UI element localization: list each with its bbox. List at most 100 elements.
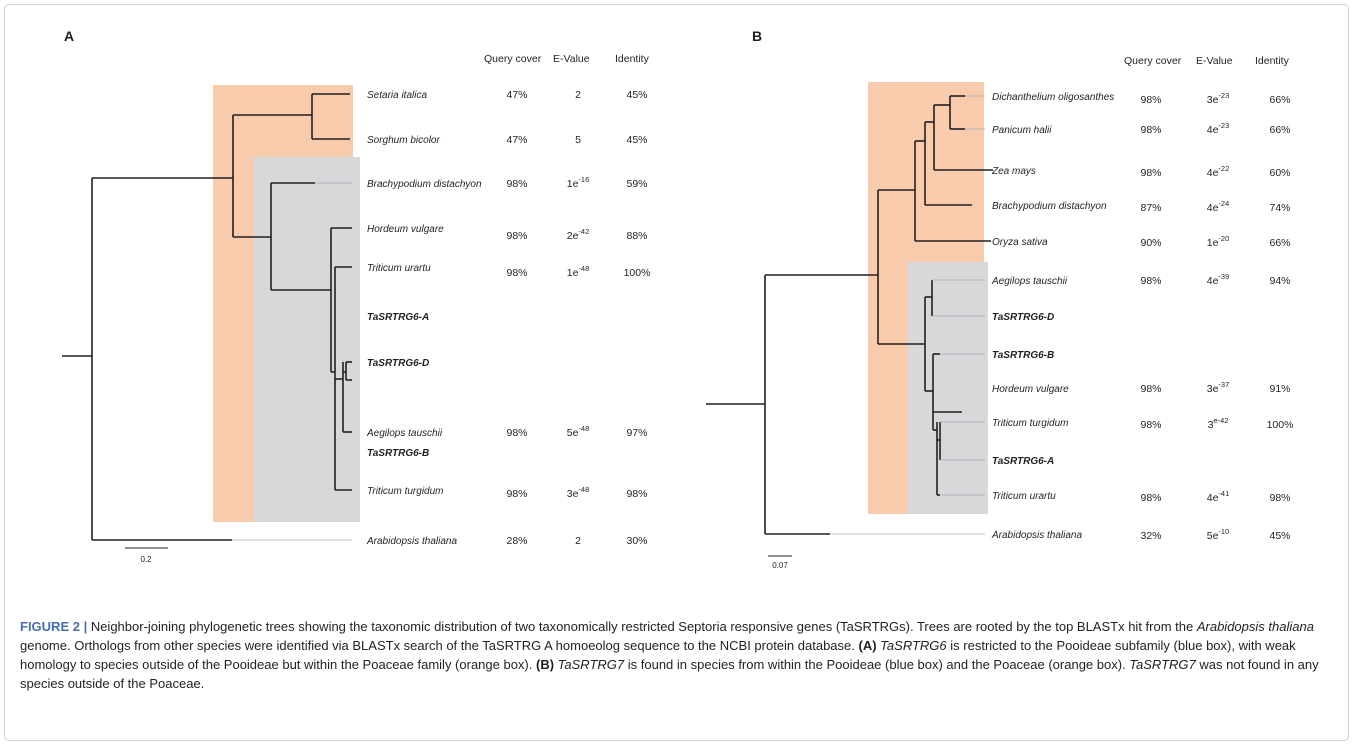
taxon-label: Triticum urartu bbox=[367, 263, 431, 274]
taxa-labels-b: Dichanthelium oligosanthes 98% 3e-23 66% Pan… bbox=[991, 91, 1293, 542]
caption-text-1: Neighbor-joining phylogenetic trees show… bbox=[87, 619, 1197, 634]
caption-species: Arabidopsis thaliana bbox=[1196, 619, 1314, 634]
taxon-label: TaSRTRG6-A bbox=[367, 312, 429, 323]
caption-gene-a: TaSRTRG6 bbox=[880, 638, 947, 653]
taxon-label: Hordeum vulgare bbox=[367, 224, 444, 235]
query-cover-value: 98% bbox=[1140, 275, 1161, 287]
evalue-value: 1e-48 bbox=[567, 264, 590, 279]
taxon-label: TaSRTRG6-D bbox=[367, 358, 429, 369]
query-cover-value: 98% bbox=[506, 427, 527, 439]
figure-caption: FIGURE 2 | Neighbor-joining phylogenetic… bbox=[20, 617, 1340, 693]
identity-value: 100% bbox=[624, 267, 651, 279]
query-cover-value: 98% bbox=[506, 178, 527, 190]
query-cover-value: 98% bbox=[1140, 94, 1161, 106]
identity-value: 60% bbox=[1269, 167, 1290, 179]
identity-value: 94% bbox=[1269, 275, 1290, 287]
identity-value: 66% bbox=[1269, 237, 1290, 249]
taxon-label: Triticum turgidum bbox=[992, 418, 1069, 429]
header-evalue-b: E-Value bbox=[1196, 55, 1233, 67]
caption-text-2: genome. Orthologs from other species wer… bbox=[20, 638, 859, 653]
evalue-value: 4e-22 bbox=[1207, 164, 1230, 179]
identity-value: 45% bbox=[626, 89, 647, 101]
identity-value: 30% bbox=[626, 535, 647, 547]
panel-a: 0.2 A Query cover E-Value Identity Setar… bbox=[62, 28, 650, 564]
taxon-label: Panicum halii bbox=[992, 125, 1052, 136]
query-cover-value: 98% bbox=[1140, 124, 1161, 136]
caption-text-c: was not found in any species outside of … bbox=[20, 657, 1319, 691]
taxon-label: Triticum turgidum bbox=[367, 486, 444, 497]
caption-label: FIGURE 2 | bbox=[20, 619, 88, 634]
evalue-value: 4e-39 bbox=[1207, 272, 1230, 287]
identity-value: 45% bbox=[626, 134, 647, 146]
query-cover-value: 87% bbox=[1140, 202, 1161, 214]
evalue-value: 3e-37 bbox=[1207, 380, 1230, 395]
taxon-label: TaSRTRG6-A bbox=[992, 456, 1054, 467]
identity-value: 97% bbox=[626, 427, 647, 439]
query-cover-value: 98% bbox=[1140, 167, 1161, 179]
evalue-value: 3e-23 bbox=[1207, 91, 1230, 106]
taxon-label: TaSRTRG6-B bbox=[992, 350, 1054, 361]
taxon-label: TaSRTRG6-D bbox=[992, 312, 1054, 323]
evalue-value: 2 bbox=[575, 535, 581, 547]
evalue-value: 1e-20 bbox=[1207, 234, 1230, 249]
caption-text-a: is restricted to the Pooideae subfamily … bbox=[20, 638, 1296, 672]
evalue-value: 4e-24 bbox=[1207, 199, 1230, 214]
scale-label-a: 0.2 bbox=[140, 555, 152, 564]
query-cover-value: 90% bbox=[1140, 237, 1161, 249]
taxon-label: Brachypodium distachyon bbox=[992, 201, 1107, 212]
panel-label-b: B bbox=[752, 28, 762, 44]
identity-value: 74% bbox=[1269, 202, 1290, 214]
taxon-label: Setaria italica bbox=[367, 90, 427, 101]
query-cover-value: 98% bbox=[1140, 492, 1161, 504]
caption-gene-c: TaSRTRG7 bbox=[1129, 657, 1196, 672]
evalue-value: 2e-42 bbox=[567, 227, 590, 242]
query-cover-value: 98% bbox=[506, 267, 527, 279]
query-cover-value: 47% bbox=[506, 134, 527, 146]
header-evalue-a: E-Value bbox=[553, 53, 590, 65]
scale-label-b: 0.07 bbox=[772, 561, 788, 570]
scale-bar-a: 0.2 bbox=[125, 547, 168, 564]
evalue-value: 4e-23 bbox=[1207, 121, 1230, 136]
identity-value: 98% bbox=[626, 488, 647, 500]
phylogeny-figure: 0.2 A Query cover E-Value Identity Setar… bbox=[62, 28, 1293, 570]
evalue-value: 2 bbox=[575, 89, 581, 101]
tree-thin-branches-b bbox=[830, 95, 985, 535]
caption-panel-b-label: (B) bbox=[535, 657, 555, 672]
query-cover-value: 98% bbox=[506, 230, 527, 242]
pooideae-box-b bbox=[908, 262, 988, 514]
query-cover-value: 47% bbox=[506, 89, 527, 101]
caption-panel-a-label: (A) bbox=[858, 638, 877, 653]
taxon-label: TaSRTRG6-B bbox=[367, 448, 429, 459]
header-query-cover-a: Query cover bbox=[484, 53, 542, 65]
identity-value: 59% bbox=[626, 178, 647, 190]
tree-thin-branches-a bbox=[232, 182, 352, 541]
taxon-label: Arabidopsis thaliana bbox=[991, 530, 1082, 541]
identity-value: 91% bbox=[1269, 383, 1290, 395]
scale-bar-b: 0.07 bbox=[768, 555, 792, 570]
identity-value: 88% bbox=[626, 230, 647, 242]
taxon-label: Oryza sativa bbox=[992, 237, 1048, 248]
query-cover-value: 28% bbox=[506, 535, 527, 547]
pooideae-box-a bbox=[254, 157, 360, 522]
taxon-label: Arabidopsis thaliana bbox=[366, 536, 457, 547]
taxa-labels-a: Setaria italica 47% 2 45% Sorghum bicolor 47%… bbox=[366, 89, 650, 547]
taxon-label: Dichanthelium oligosanthes bbox=[992, 92, 1114, 103]
tree-branches-b bbox=[706, 95, 993, 535]
identity-value: 66% bbox=[1269, 124, 1290, 136]
evalue-value: 3e-42 bbox=[1208, 416, 1229, 431]
evalue-value: 5e-10 bbox=[1207, 527, 1230, 542]
tree-branches-a bbox=[62, 93, 352, 541]
identity-value: 100% bbox=[1267, 419, 1294, 431]
identity-value: 66% bbox=[1269, 94, 1290, 106]
query-cover-value: 98% bbox=[1140, 419, 1161, 431]
identity-value: 98% bbox=[1269, 492, 1290, 504]
panel-b: 0.07 B Query cover E-Value Identity Dich… bbox=[706, 28, 1293, 570]
figure-frame bbox=[4, 4, 1349, 741]
identity-value: 45% bbox=[1269, 530, 1290, 542]
taxon-label: Zea mays bbox=[991, 166, 1036, 177]
evalue-value: 1e-16 bbox=[567, 175, 590, 190]
header-query-cover-b: Query cover bbox=[1124, 55, 1182, 67]
header-identity-b: Identity bbox=[1255, 55, 1290, 67]
panel-label-a: A bbox=[64, 28, 74, 44]
header-identity-a: Identity bbox=[615, 53, 650, 65]
